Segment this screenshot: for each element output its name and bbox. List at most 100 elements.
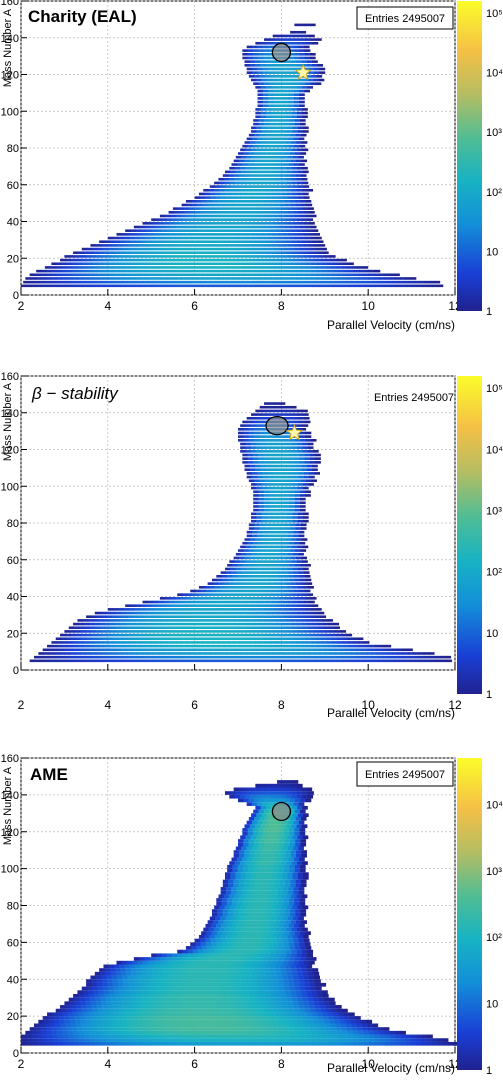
heatmap-cell — [288, 244, 294, 247]
heatmap-cell — [198, 1035, 204, 1039]
heatmap-cell — [284, 1024, 290, 1028]
heatmap-cell — [380, 1038, 386, 1042]
heatmap-cell — [191, 957, 197, 961]
heatmap-cell — [277, 972, 283, 976]
heatmap-cell — [297, 593, 303, 596]
heatmap-cell — [234, 641, 240, 644]
heatmap-cell — [283, 601, 289, 604]
heatmap-cell — [136, 649, 142, 652]
heatmap-cell — [219, 240, 225, 243]
heatmap-cell — [274, 509, 280, 512]
heatmap-cell — [396, 1035, 402, 1039]
heatmap-cell — [180, 615, 186, 618]
heatmap-cell — [201, 1024, 207, 1028]
heatmap-cell — [94, 1035, 100, 1039]
heatmap-cell — [287, 516, 293, 519]
heatmap-cell — [274, 226, 280, 229]
heatmap-cell — [297, 1038, 303, 1042]
heatmap-cell — [255, 60, 261, 63]
color-scale-tick-label: 10 — [486, 628, 498, 640]
heatmap-cell — [431, 660, 437, 663]
heatmap-cell — [208, 277, 214, 280]
heatmap-cell — [133, 979, 139, 983]
heatmap-cell — [222, 634, 228, 637]
heatmap-cell — [238, 660, 244, 663]
heatmap-cell — [198, 1042, 204, 1046]
heatmap-cell — [251, 149, 257, 152]
heatmap-cell — [159, 615, 165, 618]
heatmap-cell — [327, 1031, 333, 1035]
heatmap-cell — [264, 1009, 270, 1013]
heatmap-cell — [97, 266, 103, 269]
heatmap-cell — [279, 979, 285, 983]
heatmap-cell — [362, 281, 368, 284]
heatmap-cell — [38, 1020, 44, 1024]
heatmap-cell — [90, 255, 96, 258]
heatmap-cell — [146, 968, 152, 972]
heatmap-cell — [253, 983, 259, 987]
heatmap-cell — [31, 277, 37, 280]
heatmap-cell — [235, 612, 241, 615]
heatmap-cell — [182, 604, 188, 607]
heatmap-cell — [146, 623, 152, 626]
heatmap-cell — [107, 615, 113, 618]
heatmap-cell — [105, 612, 111, 615]
heatmap-cell — [278, 211, 284, 214]
heatmap-cell — [169, 244, 175, 247]
heatmap-cell — [231, 1001, 237, 1005]
heatmap-cell — [268, 104, 274, 107]
heatmap-cell — [268, 138, 274, 141]
heatmap-cell — [190, 979, 196, 983]
heatmap-cell — [164, 1005, 170, 1009]
heatmap-cell — [333, 285, 339, 288]
heatmap-cell — [188, 1038, 194, 1042]
heatmap-cell — [259, 200, 265, 203]
heatmap-cell — [98, 1031, 104, 1035]
heatmap-cell — [269, 564, 275, 567]
heatmap-cell — [108, 987, 114, 991]
heatmap-cell — [228, 274, 234, 277]
heatmap-cell — [292, 149, 298, 152]
heatmap-cell — [248, 215, 254, 218]
heatmap-cell — [445, 656, 451, 659]
heatmap-cell — [320, 244, 326, 247]
heatmap-cell — [273, 163, 279, 166]
heatmap-cell — [195, 1024, 201, 1028]
heatmap-cell — [191, 200, 197, 203]
heatmap-cell — [280, 215, 286, 218]
heatmap-cell — [294, 24, 300, 27]
heatmap-cell — [236, 255, 242, 258]
heatmap-cell — [73, 645, 79, 648]
heatmap-cell — [94, 1042, 100, 1046]
heatmap-cell — [82, 660, 88, 663]
heatmap-cell — [140, 1031, 146, 1035]
heatmap-cell — [154, 1024, 160, 1028]
heatmap-cell — [128, 615, 134, 618]
heatmap-cell — [275, 479, 281, 482]
heatmap-cell — [286, 262, 292, 265]
heatmap-cell — [260, 262, 266, 265]
heatmap-cell — [239, 582, 245, 585]
heatmap-cell — [267, 612, 273, 615]
heatmap-cell — [225, 185, 231, 188]
heatmap-cell — [66, 1027, 72, 1031]
heatmap-cell — [228, 582, 234, 585]
heatmap-cell — [305, 421, 311, 424]
heatmap-cell — [260, 641, 266, 644]
heatmap-cell — [284, 145, 290, 148]
heatmap-cell — [186, 637, 192, 640]
heatmap-cell — [339, 1012, 345, 1016]
heatmap-cell — [274, 454, 280, 457]
heatmap-cell — [299, 93, 305, 96]
heatmap-cell — [297, 443, 303, 446]
heatmap-cell — [160, 957, 166, 961]
heatmap-cell — [302, 108, 308, 111]
heatmap-cell — [114, 262, 120, 265]
heatmap-cell — [68, 285, 74, 288]
heatmap-cell — [156, 1035, 162, 1039]
heatmap-cell — [177, 604, 183, 607]
heatmap-cell — [245, 167, 251, 170]
heatmap-cell — [302, 178, 308, 181]
heatmap-cell — [139, 637, 145, 640]
heatmap-cell — [260, 468, 266, 471]
